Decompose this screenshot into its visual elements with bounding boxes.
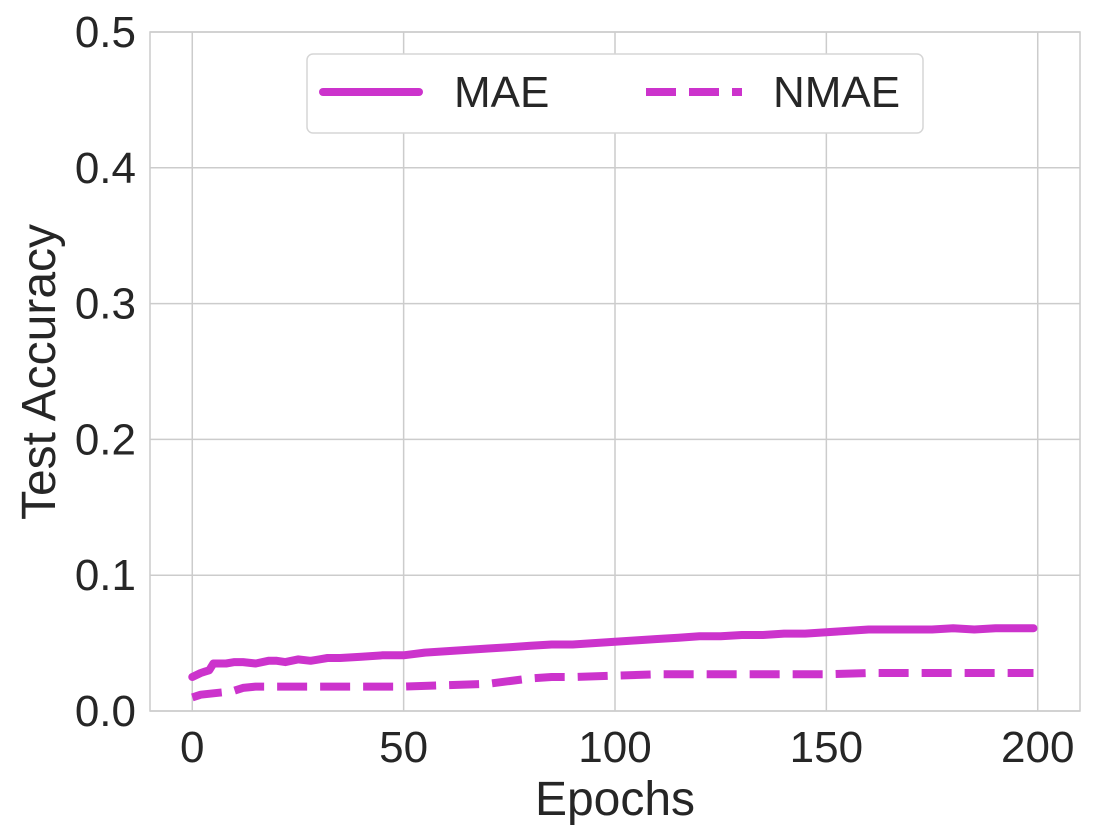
legend-label-nmae: NMAE: [773, 68, 900, 117]
x-tick-label: 50: [379, 723, 428, 772]
x-tick-label: 200: [1001, 723, 1074, 772]
x-tick-label: 150: [790, 723, 863, 772]
legend: MAE NMAE: [306, 53, 924, 134]
y-tick-label: 0.2: [75, 415, 136, 464]
series-line-mae: [188, 624, 1038, 681]
y-axis-label: Test Accuracy: [13, 224, 66, 520]
y-tick-label: 0.3: [75, 280, 136, 329]
y-tick-label: 0.1: [75, 551, 136, 600]
legend-box: [306, 53, 924, 134]
plot-frame: [149, 31, 1081, 712]
series-layer: [188, 624, 1038, 702]
x-axis-label: Epochs: [535, 773, 695, 826]
x-tick-label: 0: [180, 723, 204, 772]
y-tick-label: 0.4: [75, 144, 136, 193]
series-line-nmae: [191, 669, 1034, 702]
y-tick-label: 0.0: [75, 687, 136, 736]
legend-label-mae: MAE: [454, 68, 549, 117]
y-tick-label: 0.5: [75, 8, 136, 57]
tick-labels: 0 50 100 150 200 0.0 0.1 0.2 0.3 0.4 0.5: [75, 8, 1075, 772]
x-tick-label: 100: [578, 723, 651, 772]
